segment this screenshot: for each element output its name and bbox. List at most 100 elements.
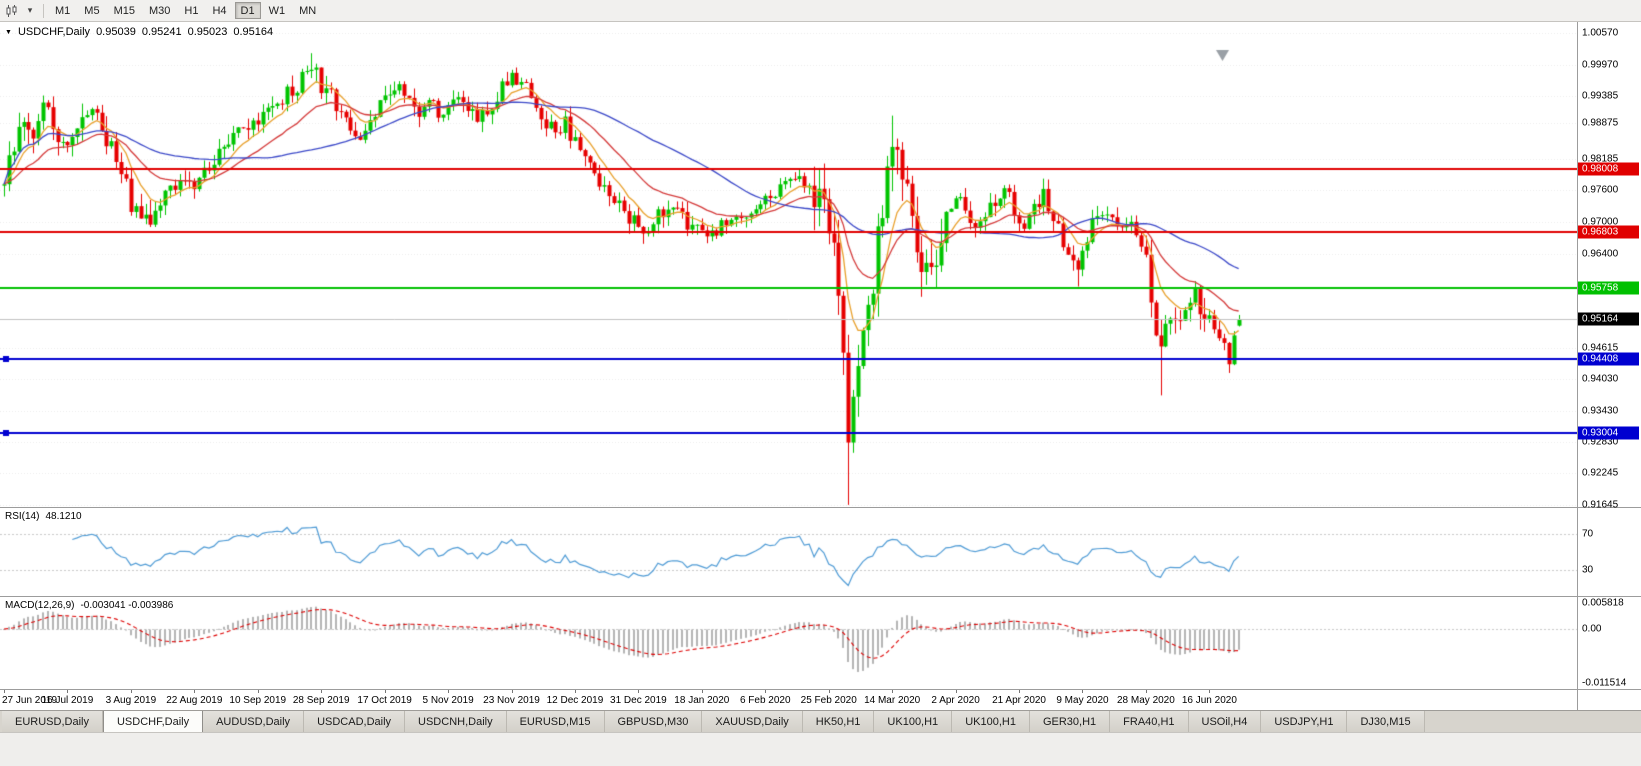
time-axis-label: 22 Aug 2019 [166, 695, 223, 706]
time-axis-label: 18 Jan 2020 [674, 695, 730, 706]
time-axis-corner [1577, 690, 1641, 710]
time-axis-tick [892, 690, 893, 693]
time-axis-label: 25 Feb 2020 [800, 695, 857, 706]
chart-region: 1.00570 0.99970 0.99385 0.98875 0.98185 0.976… [0, 22, 1641, 710]
time-axis-tick [1209, 690, 1210, 693]
time-axis-label: 21 Apr 2020 [992, 695, 1046, 706]
time-axis-tick [765, 690, 766, 693]
time-axis-label: 16 Jun 2020 [1181, 695, 1237, 706]
macd-chart-canvas[interactable] [0, 597, 1577, 689]
timeframe-button-h1[interactable]: H1 [184, 5, 199, 17]
chart-tab-audusd-daily[interactable]: AUDUSD,Daily [203, 711, 305, 732]
chart-type-icon[interactable] [3, 2, 21, 20]
price-axis-label: 0.99385 [1582, 90, 1619, 102]
ohlc-open: 0.95039 [96, 26, 136, 38]
time-axis-label: 23 Nov 2019 [483, 695, 540, 706]
time-axis-label: 28 Sep 2019 [292, 695, 350, 706]
price-axis-label: 0.97600 [1582, 184, 1619, 196]
macd-panel: 0.005818 0.00 -0.011514 MACD(12,26,9) -0.0… [0, 596, 1641, 689]
time-axis-label: 6 Feb 2020 [739, 695, 791, 706]
rsi-chart-canvas[interactable] [0, 508, 1577, 596]
rsi-value: 48.1210 [45, 511, 82, 522]
rsi-level-label: 70 [1582, 528, 1594, 540]
chart-tab-usdchf-daily[interactable]: USDCHF,Daily [102, 711, 204, 732]
time-axis-tick [956, 690, 957, 693]
chart-tab-uk100-h1[interactable]: UK100,H1 [952, 711, 1030, 732]
time-axis-label: 27 Jun 2019 [2, 695, 58, 706]
timeframe-button-h4[interactable]: H4 [212, 5, 227, 17]
time-axis-tick [1019, 690, 1020, 693]
chart-tab-usdcnh-daily[interactable]: USDCNH,Daily [405, 711, 507, 732]
time-axis-label: 17 Oct 2019 [357, 695, 412, 706]
time-axis-tick [702, 690, 703, 693]
price-axis-label: 0.93430 [1582, 405, 1619, 417]
chart-tab-dj30-m15[interactable]: DJ30,M15 [1347, 711, 1425, 732]
time-axis-tick [1146, 690, 1147, 693]
chart-tabs-bar: EURUSD,Daily USDCHF,Daily AUDUSD,Daily USDC… [0, 710, 1641, 732]
macd-label: MACD(12,26,9) -0.003041 -0.003986 [5, 600, 173, 611]
rsi-name: RSI(14) [5, 511, 40, 522]
time-axis-tick [4, 690, 5, 693]
chart-tab-eurusd-m15[interactable]: EURUSD,M15 [506, 711, 605, 732]
time-axis-label: 14 Mar 2020 [864, 695, 921, 706]
timeframe-button-m15[interactable]: M15 [113, 5, 135, 17]
chart-tab-hk50-h1[interactable]: HK50,H1 [802, 711, 875, 732]
time-axis[interactable]: 27 Jun 2019 16 Jul 2019 3 Aug 2019 22 Aug 2… [0, 689, 1641, 710]
chart-dropdown-icon[interactable]: ▾ [27, 5, 33, 15]
current-price-tag: 0.95164 [1578, 312, 1639, 326]
price-tag-0.95758[interactable]: 0.95758 [1578, 281, 1639, 295]
time-axis-tick [638, 690, 639, 693]
chart-tab-fra40-h1[interactable]: FRA40,H1 [1110, 711, 1189, 732]
chart-tab-usdjpy-h1[interactable]: USDJPY,H1 [1261, 711, 1348, 732]
chart-tab-uk100-h1[interactable]: UK100,H1 [874, 711, 953, 732]
collapse-arrow-icon[interactable]: ▼ [5, 28, 12, 36]
chart-tab-gbpusd-m30[interactable]: GBPUSD,M30 [604, 711, 703, 732]
chart-tab-usoil-h4[interactable]: USOil,H4 [1188, 711, 1262, 732]
chart-tab-xauusd-daily[interactable]: XAUUSD,Daily [702, 711, 803, 732]
time-axis-tick [448, 690, 449, 693]
price-axis-label: 0.94030 [1582, 373, 1619, 385]
macd-value: -0.003041 -0.003986 [80, 600, 174, 611]
timeframe-button-m30[interactable]: M30 [148, 5, 171, 17]
macd-name: MACD(12,26,9) [5, 600, 75, 611]
chart-tab-ger30-h1[interactable]: GER30,H1 [1029, 711, 1111, 732]
macd-axis: 0.005818 0.00 -0.011514 [1577, 597, 1641, 689]
time-axis-label: 16 Jul 2019 [41, 695, 94, 706]
macd-axis-label: 0.00 [1582, 623, 1602, 635]
toolbar-separator [43, 3, 44, 18]
price-axis-label: 0.92245 [1582, 467, 1619, 479]
time-axis-tick [131, 690, 132, 693]
time-axis-tick [1082, 690, 1083, 693]
rsi-label: RSI(14) 48.1210 [5, 511, 82, 522]
time-axis-tick [194, 690, 195, 693]
time-axis-tick [258, 690, 259, 693]
time-axis-tick [67, 690, 68, 693]
price-axis-label: 0.98875 [1582, 117, 1619, 129]
chart-tab-eurusd-daily[interactable]: EURUSD,Daily [2, 711, 103, 732]
time-axis-label: 10 Sep 2019 [229, 695, 287, 706]
timeframe-button-w1[interactable]: W1 [268, 5, 286, 17]
price-axis-label: 0.94615 [1582, 342, 1619, 354]
time-axis-tick [321, 690, 322, 693]
price-tag-0.93004[interactable]: 0.93004 [1578, 426, 1639, 440]
price-axis-label: 1.00570 [1582, 27, 1619, 39]
candlestick-chart-canvas[interactable] [0, 22, 1577, 507]
timeframe-buttons-group: M1 M5 M15 M30 H1 H4 D1 W1 MN [48, 2, 323, 19]
time-axis-tick [829, 690, 830, 693]
rsi-axis: 70 30 [1577, 508, 1641, 596]
timeframe-button-d1[interactable]: D1 [234, 2, 261, 19]
chart-tab-usdcad-daily[interactable]: USDCAD,Daily [304, 711, 406, 732]
timeframe-button-mn[interactable]: MN [299, 5, 317, 17]
price-axis: 1.00570 0.99970 0.99385 0.98875 0.98185 0.976… [1577, 22, 1641, 511]
rsi-panel: 70 30 RSI(14) 48.1210 [0, 507, 1641, 596]
price-tag-0.96803[interactable]: 0.96803 [1578, 225, 1639, 239]
price-axis-label: 0.98185 [1582, 153, 1619, 165]
price-tag-0.98008[interactable]: 0.98008 [1578, 162, 1639, 176]
timeframe-button-m5[interactable]: M5 [84, 5, 100, 17]
timeframe-button-m1[interactable]: M1 [55, 5, 71, 17]
time-axis-label: 31 Dec 2019 [610, 695, 667, 706]
time-axis-tick [575, 690, 576, 693]
price-tag-0.94408[interactable]: 0.94408 [1578, 352, 1639, 366]
status-strip [0, 732, 1641, 766]
ohlc-low: 0.95023 [187, 26, 228, 38]
